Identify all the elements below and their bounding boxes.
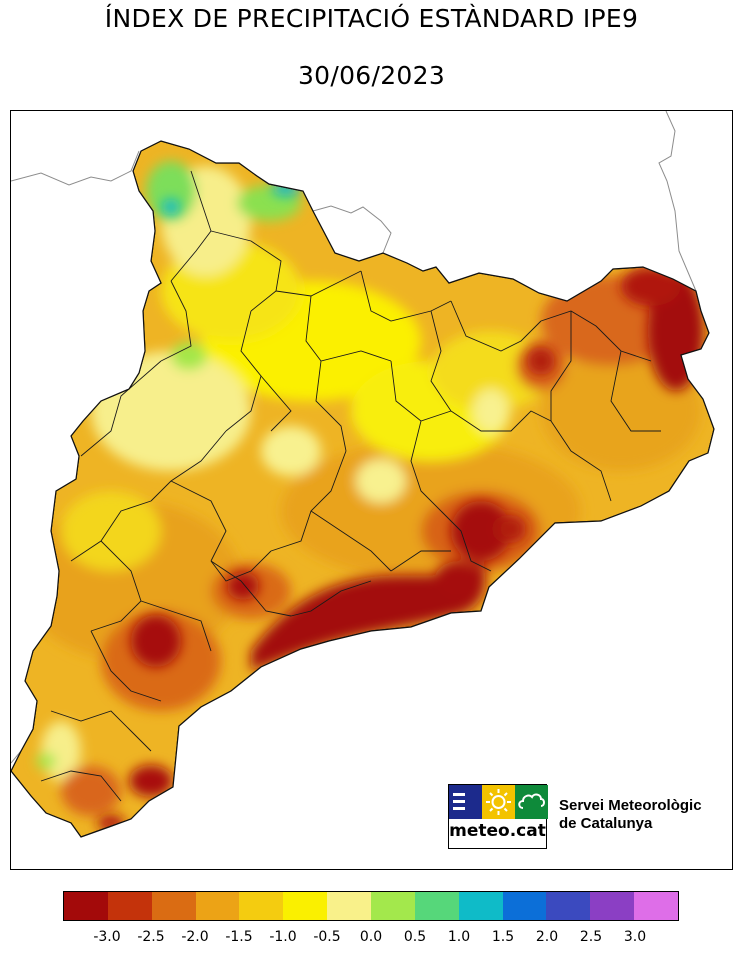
legend-tick-label: -1.5 [225,929,253,945]
legend-swatch [546,892,591,920]
legend-swatch [458,892,503,920]
legend-swatch [327,892,372,920]
legend-swatch [502,892,547,920]
border-france-east [658,111,697,292]
legend-tick-label: 0.5 [403,929,427,945]
map-frame [10,110,733,870]
legend-swatch [239,892,284,920]
legend-ticks: -3.0 -2.5 -2.0 -1.5 -1.0 -0.5 0.0 0.5 1.0 1.5 2.0 2… [0,929,743,949]
comarca-boundaries [40,170,661,802]
bars-icon [449,785,482,819]
service-name-line1: Servei Meteorològic [559,797,702,814]
service-name: Servei Meteorològic de Catalunya [559,797,702,833]
cloud-icon [515,785,548,819]
spi-field [11,141,714,837]
legend-swatch [371,892,415,920]
map-date: 30/06/2023 [297,61,446,90]
legend-tick-label: -2.0 [181,929,209,945]
legend-swatch [195,892,240,920]
legend-tick-label: -1.0 [269,929,297,945]
border-france-north [312,205,392,254]
legend-tick-label: 1.0 [447,929,471,945]
legend-tick-label: -2.5 [137,929,165,945]
logo-brand-text: meteo.cat [449,821,546,841]
legend-swatch [634,892,679,920]
meteocat-logo: meteo.cat [448,784,548,849]
legend-swatch [151,892,196,920]
legend-swatch [590,892,635,920]
legend-tick-label: 2.0 [535,929,559,945]
color-legend [63,891,679,921]
legend-swatch [64,892,108,920]
sun-icon [482,785,515,819]
legend-tick-label: 0.0 [359,929,383,945]
legend-tick-label: -3.0 [93,929,121,945]
legend-tick-label: -0.5 [313,929,341,945]
map-title: ÍNDEX DE PRECIPITACIÓ ESTÀNDARD IPE9 [104,4,639,33]
legend-tick-label: 1.5 [491,929,515,945]
legend-swatch [283,892,328,920]
legend-tick-label: 2.5 [579,929,603,945]
legend-tick-label: 3.0 [623,929,647,945]
service-name-line2: de Catalunya [559,815,653,832]
spi-map [11,111,715,838]
legend-swatch [414,892,459,920]
legend-swatch [107,892,152,920]
border-france-west [11,150,140,186]
